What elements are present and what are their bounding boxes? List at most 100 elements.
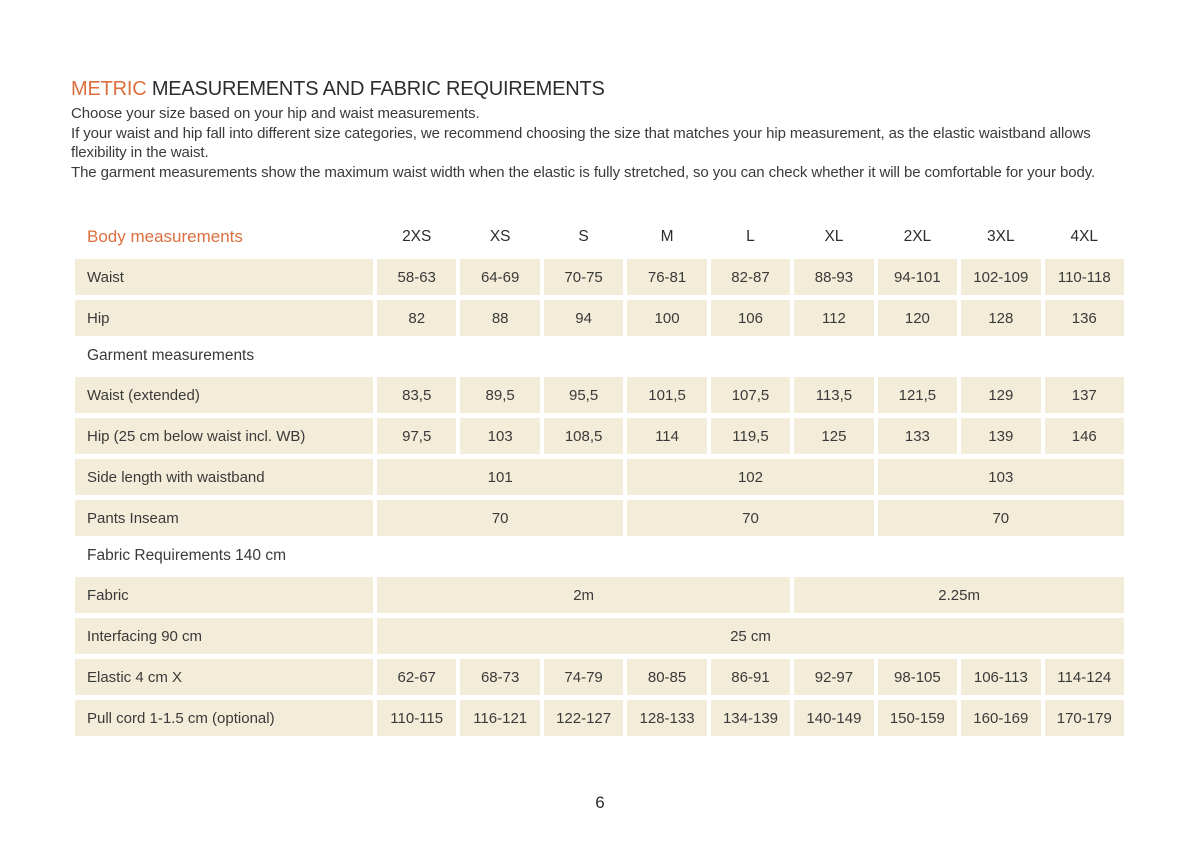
size-header-l: L xyxy=(746,228,755,245)
document-content: METRIC MEASUREMENTS AND FABRIC REQUIREME… xyxy=(71,78,1127,741)
inseam-group-3: 70 xyxy=(877,500,1124,536)
hip-garment-value-2xs: 97,5 xyxy=(377,418,457,454)
size-table-header-row: Body measurements 2XS XS S M L XL 2XL 3X… xyxy=(75,225,1124,249)
waist-ext-value-3xl: 129 xyxy=(961,377,1041,413)
pull-cord-value-m: 128-133 xyxy=(627,700,707,736)
elastic-value-2xl: 98-105 xyxy=(877,659,958,695)
row-label: Fabric xyxy=(75,577,373,613)
page-title: METRIC MEASUREMENTS AND FABRIC REQUIREME… xyxy=(71,78,1127,101)
waist-value-xs: 64-69 xyxy=(460,259,540,295)
size-header-2xs: 2XS xyxy=(402,228,432,245)
waist-value-2xs: 58-63 xyxy=(377,259,457,295)
waist-ext-value-2xl: 121,5 xyxy=(877,377,958,413)
waist-value-m: 76-81 xyxy=(627,259,707,295)
pull-cord-value-l: 134-139 xyxy=(710,700,791,736)
hip-value-l: 106 xyxy=(710,300,791,336)
waist-ext-value-l: 107,5 xyxy=(710,377,791,413)
elastic-value-2xs: 62-67 xyxy=(377,659,457,695)
side-length-group-2: 102 xyxy=(627,459,874,495)
table-row-side-length: Side length with waistband 101 102 103 xyxy=(75,459,1124,495)
section-fabric-requirements: Fabric Requirements 140 cm xyxy=(87,547,286,564)
page-title-highlight: METRIC xyxy=(71,78,147,100)
waist-ext-value-s: 95,5 xyxy=(543,377,624,413)
elastic-value-xl: 92-97 xyxy=(794,659,874,695)
pull-cord-value-2xl: 150-159 xyxy=(877,700,958,736)
hip-value-m: 100 xyxy=(627,300,707,336)
hip-value-s: 94 xyxy=(543,300,624,336)
intro-paragraph-2: If your waist and hip fall into differen… xyxy=(71,124,1091,162)
size-header-s: S xyxy=(578,228,589,245)
size-header-m: M xyxy=(660,228,674,245)
table-row-hip-garment: Hip (25 cm below waist incl. WB) 97,5 10… xyxy=(75,418,1124,454)
hip-garment-value-xl: 125 xyxy=(794,418,874,454)
fabric-group-1: 2m xyxy=(377,577,791,613)
hip-garment-value-s: 108,5 xyxy=(543,418,624,454)
table-row-hip: Hip 82 88 94 100 106 112 120 128 136 xyxy=(75,300,1124,336)
page-title-rest: MEASUREMENTS AND FABRIC REQUIREMENTS xyxy=(146,78,605,100)
waist-value-4xl: 110-118 xyxy=(1044,259,1124,295)
fabric-group-2: 2.25m xyxy=(794,577,1124,613)
waist-value-3xl: 102-109 xyxy=(961,259,1041,295)
size-header-4xl: 4XL xyxy=(1070,228,1099,245)
elastic-value-xs: 68-73 xyxy=(460,659,540,695)
row-label: Pants Inseam xyxy=(75,500,373,536)
pull-cord-value-2xs: 110-115 xyxy=(377,700,457,736)
size-table: Body measurements 2XS XS S M L XL 2XL 3X… xyxy=(75,225,1124,736)
waist-ext-value-2xs: 83,5 xyxy=(377,377,457,413)
hip-garment-value-xs: 103 xyxy=(460,418,540,454)
table-row-interfacing: Interfacing 90 cm 25 cm xyxy=(75,618,1124,654)
elastic-value-3xl: 106-113 xyxy=(961,659,1041,695)
table-row-inseam: Pants Inseam 70 70 70 xyxy=(75,500,1124,536)
inseam-group-1: 70 xyxy=(377,500,624,536)
hip-garment-value-l: 119,5 xyxy=(710,418,791,454)
hip-value-2xl: 120 xyxy=(877,300,958,336)
intro-paragraph-3: The garment measurements show the maximu… xyxy=(71,163,1096,181)
waist-value-l: 82-87 xyxy=(710,259,791,295)
table-header-label: Body measurements xyxy=(87,227,243,246)
size-header-3xl: 3XL xyxy=(987,228,1015,245)
intro-paragraph-1: Choose your size based on your hip and w… xyxy=(71,105,480,122)
section-garment-measurements: Garment measurements xyxy=(87,347,255,364)
size-header-2xl: 2XL xyxy=(903,228,932,245)
size-header-xs: XS xyxy=(489,228,511,245)
hip-garment-value-m: 114 xyxy=(627,418,707,454)
row-label: Interfacing 90 cm xyxy=(75,618,373,654)
side-length-group-3: 103 xyxy=(877,459,1124,495)
row-label: Elastic 4 cm X xyxy=(75,659,373,695)
row-label: Waist xyxy=(75,259,373,295)
row-label: Hip xyxy=(75,300,373,336)
waist-value-xl: 88-93 xyxy=(794,259,874,295)
hip-value-xl: 112 xyxy=(794,300,874,336)
waist-ext-value-m: 101,5 xyxy=(627,377,707,413)
hip-value-4xl: 136 xyxy=(1044,300,1124,336)
hip-garment-value-3xl: 139 xyxy=(961,418,1041,454)
hip-value-3xl: 128 xyxy=(961,300,1041,336)
pull-cord-value-s: 122-127 xyxy=(543,700,624,736)
pull-cord-value-xl: 140-149 xyxy=(794,700,874,736)
waist-ext-value-xl: 113,5 xyxy=(794,377,874,413)
row-label: Side length with waistband xyxy=(75,459,373,495)
elastic-value-s: 74-79 xyxy=(543,659,624,695)
page-number: 6 xyxy=(595,793,605,812)
waist-value-2xl: 94-101 xyxy=(877,259,958,295)
elastic-value-m: 80-85 xyxy=(627,659,707,695)
row-label: Waist (extended) xyxy=(75,377,373,413)
inseam-group-2: 70 xyxy=(627,500,874,536)
table-row-fabric: Fabric 2m 2.25m xyxy=(75,577,1124,613)
table-row-waist: Waist 58-63 64-69 70-75 76-81 82-87 88-9… xyxy=(75,259,1124,295)
side-length-group-1: 101 xyxy=(377,459,624,495)
hip-value-2xs: 82 xyxy=(377,300,457,336)
elastic-value-4xl: 114-124 xyxy=(1044,659,1124,695)
size-header-xl: XL xyxy=(824,228,844,245)
elastic-value-l: 86-91 xyxy=(710,659,791,695)
hip-garment-value-2xl: 133 xyxy=(877,418,958,454)
row-label: Hip (25 cm below waist incl. WB) xyxy=(75,418,373,454)
table-row-pull-cord: Pull cord 1-1.5 cm (optional) 110-115 11… xyxy=(75,700,1124,736)
table-row-waist-extended: Waist (extended) 83,5 89,5 95,5 101,5 10… xyxy=(75,377,1124,413)
hip-garment-value-4xl: 146 xyxy=(1044,418,1124,454)
waist-ext-value-xs: 89,5 xyxy=(460,377,540,413)
table-row-elastic: Elastic 4 cm X 62-67 68-73 74-79 80-85 8… xyxy=(75,659,1124,695)
waist-ext-value-4xl: 137 xyxy=(1044,377,1124,413)
row-label: Pull cord 1-1.5 cm (optional) xyxy=(75,700,373,736)
waist-value-s: 70-75 xyxy=(543,259,624,295)
